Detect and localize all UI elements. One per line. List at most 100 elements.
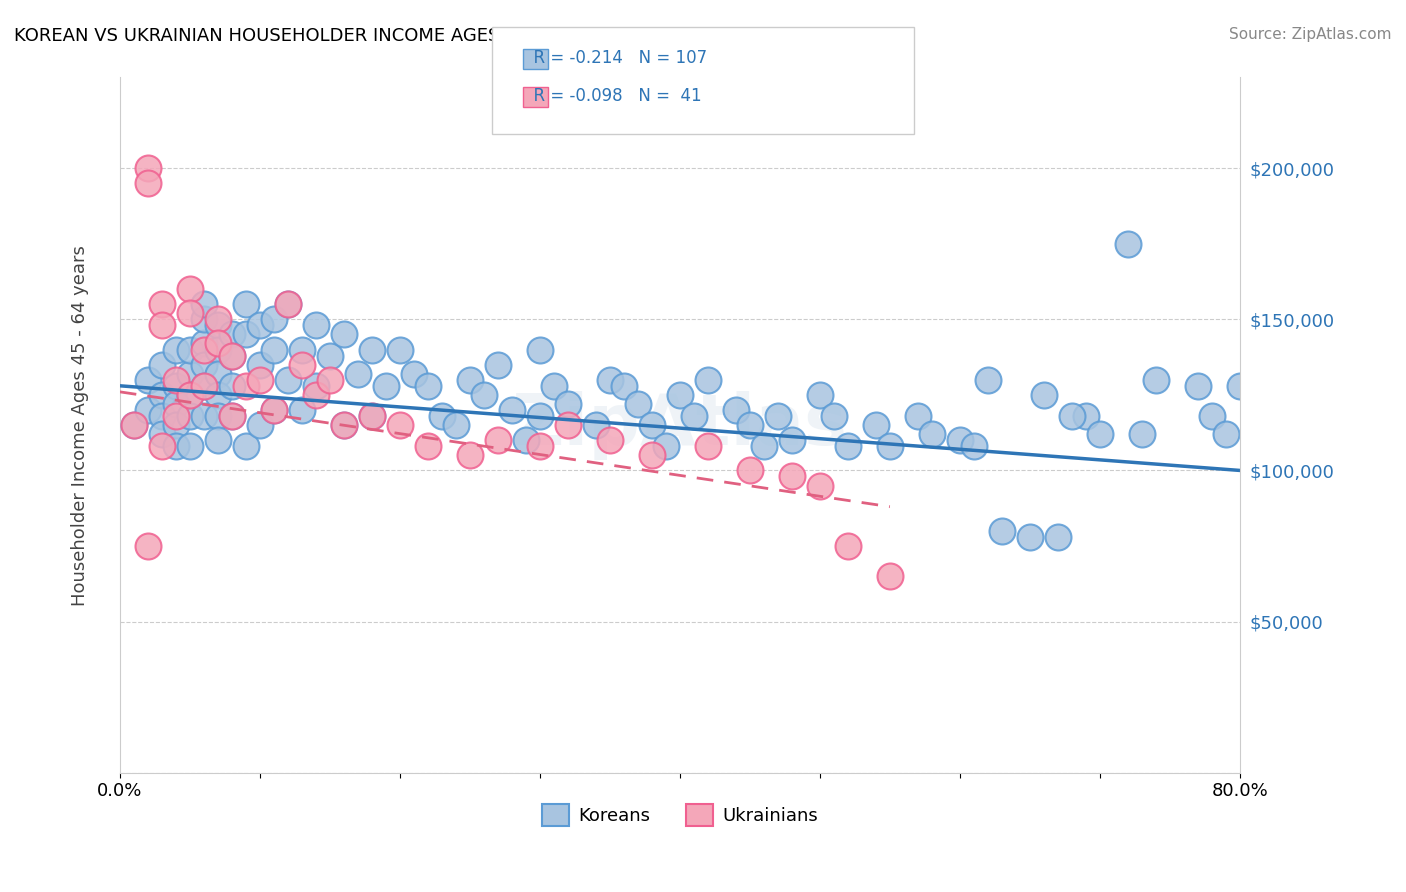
Point	[263, 403, 285, 417]
Point	[179, 439, 201, 453]
Point	[150, 427, 173, 442]
Point	[263, 403, 285, 417]
Point	[557, 397, 579, 411]
Point	[766, 409, 789, 423]
Point	[333, 418, 356, 433]
Point	[249, 418, 271, 433]
Point	[696, 373, 718, 387]
Point	[1046, 530, 1069, 544]
Point	[963, 439, 986, 453]
Point	[1116, 236, 1139, 251]
Point	[305, 388, 328, 402]
Point	[277, 297, 299, 311]
Point	[150, 388, 173, 402]
Point	[402, 367, 425, 381]
Point	[865, 418, 887, 433]
Point	[823, 409, 845, 423]
Point	[780, 469, 803, 483]
Point	[780, 434, 803, 448]
Point	[1201, 409, 1223, 423]
Point	[165, 379, 187, 393]
Point	[430, 409, 453, 423]
Point	[752, 439, 775, 453]
Point	[808, 388, 831, 402]
Point	[150, 409, 173, 423]
Point	[235, 327, 257, 342]
Point	[696, 439, 718, 453]
Point	[207, 312, 229, 326]
Point	[879, 439, 901, 453]
Point	[1130, 427, 1153, 442]
Point	[277, 373, 299, 387]
Point	[1187, 379, 1209, 393]
Point	[235, 439, 257, 453]
Point	[221, 379, 243, 393]
Point	[291, 358, 314, 372]
Point	[1215, 427, 1237, 442]
Point	[599, 373, 621, 387]
Point	[193, 379, 215, 393]
Point	[346, 367, 368, 381]
Point	[179, 282, 201, 296]
Point	[1229, 379, 1251, 393]
Point	[263, 343, 285, 357]
Text: R = -0.214   N = 107: R = -0.214 N = 107	[523, 49, 707, 67]
Point	[1088, 427, 1111, 442]
Point	[529, 409, 551, 423]
Point	[193, 379, 215, 393]
Point	[179, 388, 201, 402]
Point	[122, 418, 145, 433]
Point	[207, 388, 229, 402]
Point	[949, 434, 972, 448]
Point	[150, 358, 173, 372]
Point	[235, 297, 257, 311]
Point	[543, 379, 565, 393]
Point	[221, 349, 243, 363]
Point	[221, 349, 243, 363]
Point	[207, 409, 229, 423]
Point	[291, 403, 314, 417]
Point	[165, 409, 187, 423]
Point	[360, 409, 382, 423]
Point	[388, 343, 411, 357]
Point	[305, 379, 328, 393]
Point	[207, 336, 229, 351]
Y-axis label: Householder Income Ages 45 - 64 years: Householder Income Ages 45 - 64 years	[72, 244, 89, 606]
Point	[221, 409, 243, 423]
Point	[837, 539, 859, 553]
Point	[179, 409, 201, 423]
Point	[879, 569, 901, 583]
Point	[319, 373, 342, 387]
Point	[655, 439, 678, 453]
Point	[991, 524, 1014, 538]
Point	[738, 418, 761, 433]
Point	[165, 418, 187, 433]
Point	[122, 418, 145, 433]
Point	[585, 418, 607, 433]
Point	[179, 388, 201, 402]
Point	[207, 343, 229, 357]
Legend: Koreans, Ukrainians: Koreans, Ukrainians	[534, 797, 825, 833]
Point	[136, 403, 159, 417]
Point	[305, 318, 328, 333]
Point	[221, 409, 243, 423]
Point	[907, 409, 929, 423]
Point	[472, 388, 495, 402]
Point	[515, 434, 537, 448]
Point	[136, 539, 159, 553]
Point	[193, 297, 215, 311]
Point	[458, 448, 481, 462]
Point	[613, 379, 636, 393]
Point	[333, 418, 356, 433]
Point	[977, 373, 1000, 387]
Point	[179, 306, 201, 320]
Point	[165, 397, 187, 411]
Point	[249, 358, 271, 372]
Point	[444, 418, 467, 433]
Point	[808, 478, 831, 492]
Point	[291, 343, 314, 357]
Point	[263, 312, 285, 326]
Point	[136, 176, 159, 190]
Point	[277, 297, 299, 311]
Point	[501, 403, 523, 417]
